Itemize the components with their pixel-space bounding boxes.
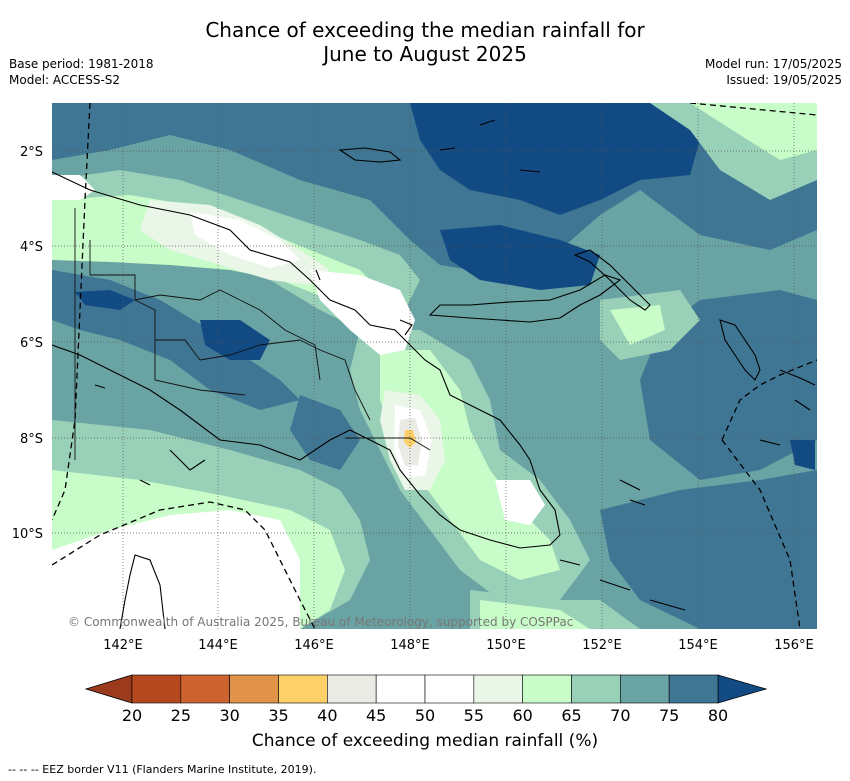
province-borders xyxy=(74,208,431,460)
lon-label: 144°E xyxy=(198,638,238,653)
lon-label: 156°E xyxy=(774,638,814,653)
region-80-west xyxy=(200,320,270,360)
colorbar-swatch xyxy=(278,674,328,704)
region-60-south xyxy=(480,600,590,629)
new-britain xyxy=(428,274,622,323)
lon-label: 154°E xyxy=(678,638,718,653)
colorbar-swatch xyxy=(327,674,377,704)
colorbar-swatch xyxy=(473,674,523,704)
map-field: © Commonwealth of Australia 2025, Bureau… xyxy=(52,103,817,629)
eez-footer: -- -- -- EEZ border V11 (Flanders Marine… xyxy=(8,763,317,776)
colorbar-swatch xyxy=(620,674,670,704)
new-guinea-north-coast xyxy=(52,171,561,536)
solomon-islands xyxy=(759,369,816,446)
torres-islands xyxy=(94,384,206,486)
colorbar-swatch xyxy=(522,674,572,704)
lat-label: 8°S xyxy=(20,432,43,447)
new-guinea-south-coast xyxy=(52,344,561,549)
gridlines xyxy=(52,103,817,629)
australia-cape-york xyxy=(119,554,166,629)
region-80-north xyxy=(410,103,700,215)
model-run: Model run: 17/05/2025 xyxy=(704,57,842,71)
colorbar-tick-label: 35 xyxy=(268,706,288,725)
meta-right: Model run: 17/05/2025 Issued: 19/05/2025 xyxy=(705,56,842,88)
region-50-southeast xyxy=(495,480,545,525)
colorbar-tick-label: 20 xyxy=(122,706,142,725)
colorbar-tick-label: 60 xyxy=(512,706,532,725)
latitude-labels: 2°S 4°S 6°S 8°S 10°S xyxy=(12,145,43,542)
colorbar-tick-label: 25 xyxy=(171,706,191,725)
louisiade xyxy=(559,559,686,611)
region-80-east xyxy=(790,440,815,470)
colorbar-swatch xyxy=(571,674,621,704)
colorbar-tick-label: 80 xyxy=(708,706,728,725)
region-50-southwest xyxy=(52,510,300,629)
region-50-north xyxy=(190,212,300,268)
base-period: Base period: 1981-2018 xyxy=(9,57,154,71)
bougainville xyxy=(719,319,761,381)
region-80-mid xyxy=(440,225,600,290)
map-title: Chance of exceeding the median rainfall … xyxy=(0,18,850,66)
colorbar-tick-label: 50 xyxy=(415,706,435,725)
colorbar-swatch xyxy=(180,674,230,704)
lat-label: 10°S xyxy=(12,527,43,542)
colorbar-tick-label: 45 xyxy=(366,706,386,725)
colorbar-swatch xyxy=(424,674,475,704)
region-50-centre-north xyxy=(310,270,415,355)
colorbar-swatch xyxy=(668,674,719,704)
trobriand xyxy=(619,479,646,506)
lat-label: 4°S xyxy=(20,240,43,255)
region-60-east xyxy=(610,305,665,345)
title-line-1: Chance of exceeding the median rainfall … xyxy=(205,18,645,42)
colorbar-label: Chance of exceeding median rainfall (%) xyxy=(251,731,599,751)
lon-label: 152°E xyxy=(582,638,622,653)
colorbar-swatch xyxy=(229,674,279,704)
region-50-west xyxy=(52,175,95,200)
colorbar-tick-label: 75 xyxy=(659,706,679,725)
colorbar-tick-label: 65 xyxy=(561,706,581,725)
region-75-southeast xyxy=(600,470,817,629)
lat-label: 2°S xyxy=(20,145,43,160)
copyright-notice: © Commonwealth of Australia 2025, Bureau… xyxy=(68,615,573,629)
issued-date: Issued: 19/05/2025 xyxy=(726,73,842,87)
model-name: Model: ACCESS-S2 xyxy=(9,73,121,87)
colorbar: 20 25 30 35 40 45 50 55 60 65 70 75 80 xyxy=(84,674,768,725)
colorbar-swatch xyxy=(375,674,426,704)
title-line-2: June to August 2025 xyxy=(323,42,527,66)
colorbar-swatch xyxy=(131,674,182,704)
new-ireland xyxy=(573,249,651,311)
region-75-centre xyxy=(290,395,360,470)
meta-left: Base period: 1981-2018 Model: ACCESS-S2 xyxy=(9,56,154,88)
lon-label: 150°E xyxy=(486,638,526,653)
colorbar-over-arrow xyxy=(717,674,768,704)
colorbar-tick-label: 30 xyxy=(219,706,239,725)
manus xyxy=(338,147,402,163)
lon-label: 146°E xyxy=(294,638,334,653)
lat-label: 6°S xyxy=(20,336,43,351)
region-75-east xyxy=(640,290,817,480)
eez-borders xyxy=(52,103,817,629)
bismarck-islands xyxy=(315,119,541,336)
lon-label: 142°E xyxy=(103,638,143,653)
longitude-labels: 142°E 144°E 146°E 148°E 150°E 152°E 154°… xyxy=(103,638,814,653)
colorbar-tick-label: 40 xyxy=(317,706,337,725)
colorbar-tick-label: 55 xyxy=(464,706,484,725)
region-60-northeast xyxy=(690,103,817,160)
colorbar-under-arrow xyxy=(84,674,133,704)
colorbar-tick-label: 70 xyxy=(610,706,630,725)
region-80-northwest-edge xyxy=(75,290,135,310)
coastlines xyxy=(52,119,816,629)
lon-label: 148°E xyxy=(390,638,430,653)
